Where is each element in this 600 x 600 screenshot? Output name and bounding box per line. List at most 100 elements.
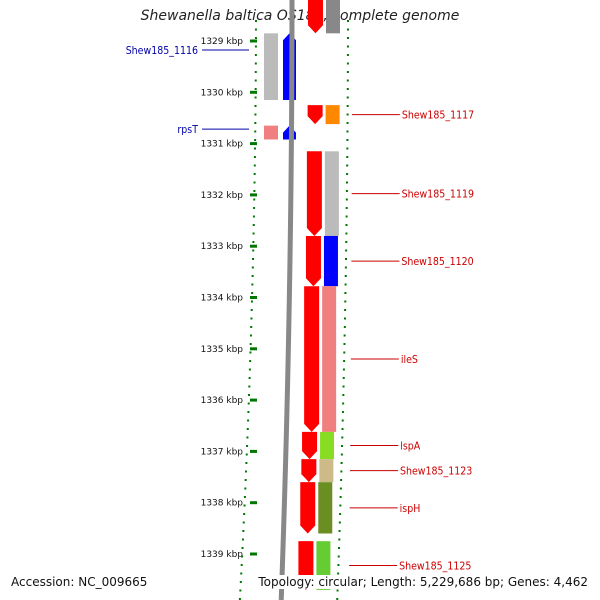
track-dot: [341, 411, 344, 413]
track-dot: [245, 453, 248, 456]
scale-tick-label: 1331 kbp: [201, 140, 244, 150]
gene-label[interactable]: Shew185_1125: [399, 561, 471, 573]
track-dot: [249, 360, 252, 362]
track-dot: [242, 521, 245, 524]
track-dot: [346, 113, 349, 116]
track-dot: [346, 156, 349, 158]
track-dot: [345, 224, 348, 226]
track-dot: [248, 368, 251, 371]
track-dot: [341, 428, 344, 430]
track-dot: [254, 20, 257, 22]
scale-tick-label: 1329 kbp: [201, 37, 244, 47]
track-dot: [340, 462, 343, 464]
track-dot: [345, 241, 348, 243]
track-dot: [249, 334, 252, 337]
gene-arrow[interactable]: [307, 0, 323, 34]
track-dot: [254, 96, 257, 99]
track-dot: [346, 62, 349, 65]
track-dot: [344, 275, 347, 277]
scale-tick-mark: [250, 296, 257, 299]
gene-label[interactable]: Shew185_1119: [402, 189, 474, 201]
track-dot: [254, 105, 257, 107]
track-dot: [254, 62, 257, 65]
gene-label[interactable]: ileS: [401, 354, 418, 366]
track-dot: [346, 37, 349, 39]
track-dot: [248, 385, 251, 388]
gene-labels: Shew185_1116 rpsT Shew185_1117 Shew185_1119…: [126, 45, 475, 573]
track-dot: [240, 572, 243, 575]
scale-tick-label: 1337 kbp: [201, 447, 244, 457]
track-dot: [252, 224, 255, 226]
gene-arrow[interactable]: [304, 286, 320, 432]
gene-arrow[interactable]: [302, 431, 318, 460]
scale-tick-mark: [250, 244, 257, 248]
gene-label[interactable]: ispH: [400, 503, 421, 515]
track-dot: [340, 479, 343, 481]
track-dot: [346, 71, 349, 73]
gene-cog-box: [323, 235, 338, 287]
scale-tick-label: 1332 kbp: [201, 191, 244, 201]
track-dot: [336, 598, 339, 600]
track-dot: [341, 445, 344, 447]
track-dot: [338, 538, 341, 541]
scale-tick-label: 1335 kbp: [201, 345, 244, 355]
gene-label[interactable]: Shew185_1117: [402, 110, 474, 122]
track-dot: [340, 453, 343, 456]
track-dot: [344, 309, 347, 311]
gene-arrow[interactable]: [306, 151, 322, 236]
track-dot: [346, 181, 349, 184]
track-dot: [246, 445, 249, 447]
track-dot: [341, 419, 344, 422]
gene-arrow[interactable]: [307, 105, 323, 125]
track-dot: [343, 334, 346, 337]
track-dot: [252, 249, 255, 252]
track-dot: [253, 207, 256, 209]
track-dot: [345, 207, 348, 209]
track-dot: [339, 496, 342, 498]
track-dot: [248, 394, 251, 396]
track-dot: [244, 479, 247, 481]
scale-tick-mark: [250, 398, 257, 402]
track-dot: [254, 28, 257, 31]
track-dot: [338, 530, 341, 532]
track-dot: [342, 402, 345, 405]
scale-tick-mark: [250, 347, 257, 351]
track-dot: [254, 147, 257, 150]
track-dot: [241, 555, 244, 558]
gene-label[interactable]: lspA: [400, 441, 421, 453]
scale-tick-mark: [250, 449, 257, 453]
track-dot: [345, 198, 348, 201]
track-dot: [254, 79, 257, 82]
track-dot: [254, 113, 257, 116]
track-dot: [247, 411, 250, 413]
track-dot: [252, 232, 255, 235]
track-dot: [247, 419, 250, 422]
track-dot: [243, 496, 246, 498]
track-dot: [343, 351, 346, 354]
gene-label[interactable]: Shew185_1123: [400, 466, 472, 478]
gene-arrow[interactable]: [301, 459, 317, 483]
track-dot: [346, 54, 349, 56]
gene-cog-box: [264, 33, 278, 100]
track-dot: [238, 598, 241, 600]
scale-tick-mark: [250, 193, 257, 197]
track-dot: [241, 547, 244, 549]
gene-label[interactable]: Shew185_1116: [126, 45, 198, 57]
track-dot: [344, 266, 347, 269]
track-dot: [250, 309, 253, 311]
gene-cog-box: [320, 431, 335, 460]
track-dot: [253, 198, 256, 201]
gene-label[interactable]: Shew185_1120: [401, 256, 473, 268]
gene-cog-box: [325, 105, 340, 125]
track-dot: [338, 547, 341, 549]
gene-arrow[interactable]: [300, 482, 316, 534]
gene-arrow[interactable]: [305, 235, 321, 287]
track-dot: [240, 564, 243, 566]
track-dot: [340, 470, 343, 473]
track-dot: [250, 317, 253, 320]
track-dot: [345, 215, 348, 218]
gene-label[interactable]: rpsT: [177, 124, 198, 136]
track-dot: [250, 300, 253, 303]
track-dot: [241, 538, 244, 541]
